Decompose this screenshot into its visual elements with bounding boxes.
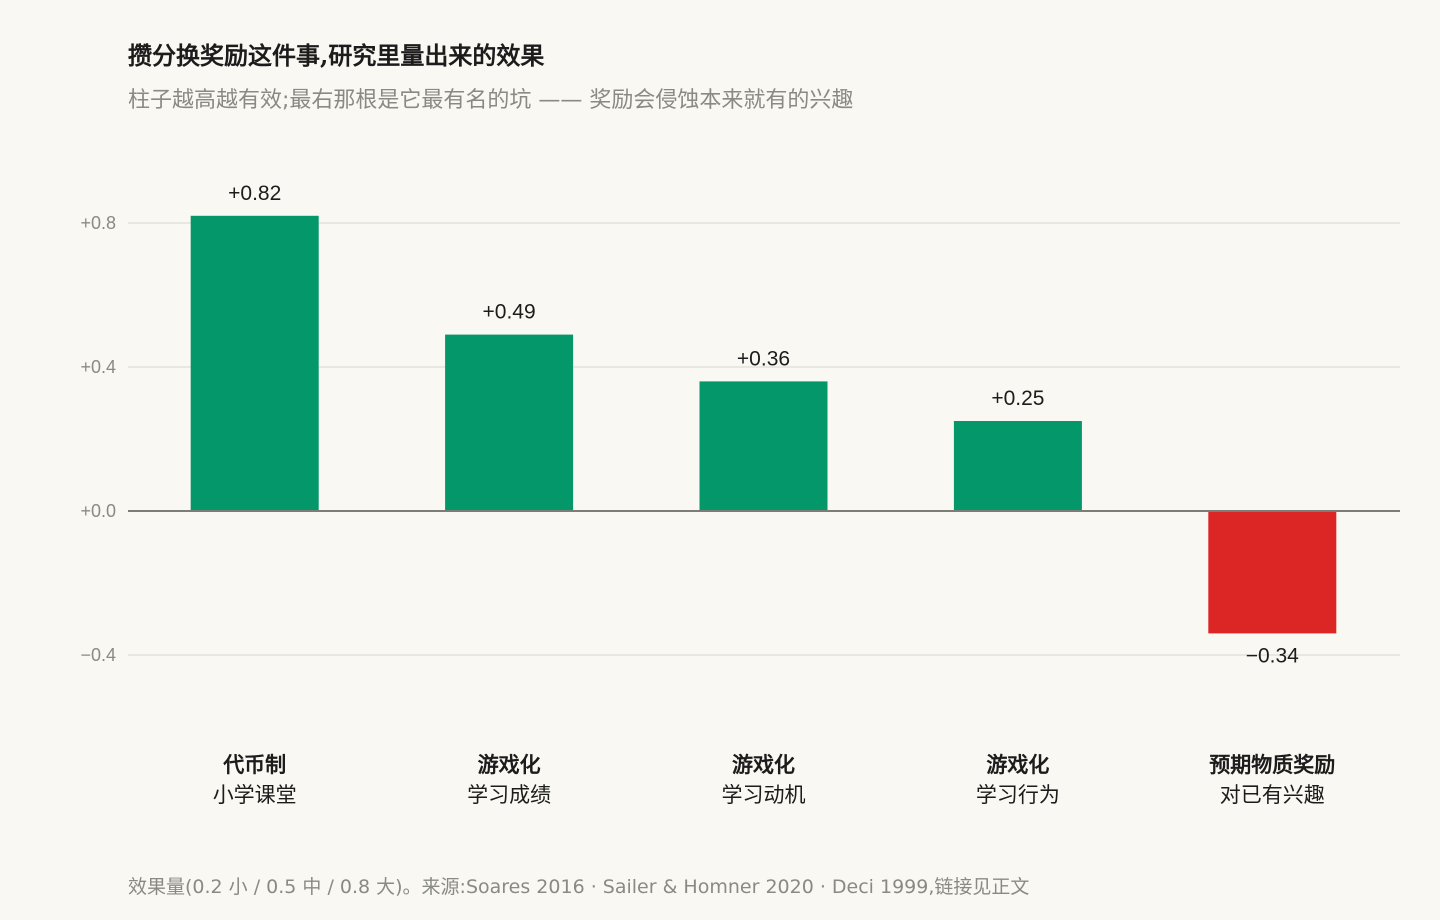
bar-value-label: +0.49	[483, 301, 536, 324]
bar	[1208, 511, 1337, 634]
chart-footnote: 效果量(0.2 小 / 0.5 中 / 0.8 大)。来源:Soares 201…	[128, 876, 1030, 898]
category-sublabel: 学习动机	[722, 783, 806, 807]
y-tick-label: +0.0	[80, 501, 116, 521]
category-label: 预期物质奖励	[1209, 753, 1335, 777]
bar-value-label: −0.34	[1246, 644, 1299, 667]
category-label: 代币制	[222, 753, 286, 777]
y-tick-label: +0.4	[80, 357, 116, 377]
bar-value-label: +0.82	[228, 182, 281, 205]
bar-value-label: +0.25	[991, 387, 1044, 410]
category-sublabel: 学习行为	[976, 783, 1060, 807]
bar	[699, 381, 828, 511]
chart-title: 攒分换奖励这件事,研究里量出来的效果	[128, 41, 545, 70]
bar-layer	[190, 215, 1337, 634]
y-tick-label: +0.8	[80, 213, 116, 233]
bar	[445, 334, 574, 511]
chart-subtitle: 柱子越高越有效;最右那根是它最有名的坑 —— 奖励会侵蚀本来就有的兴趣	[128, 88, 854, 113]
category-sublabel: 对已有兴趣	[1220, 783, 1325, 807]
grid-layer	[128, 222, 1400, 656]
category-label: 游戏化	[986, 753, 1049, 777]
bar	[953, 421, 1082, 511]
category-label: 游戏化	[732, 753, 795, 777]
category-sublabel: 小学课堂	[213, 783, 297, 807]
bar-value-label: +0.36	[737, 347, 790, 370]
bar	[190, 215, 319, 512]
category-label: 游戏化	[478, 753, 541, 777]
category-sublabel: 学习成绩	[467, 783, 551, 807]
y-tick-label: −0.4	[80, 645, 116, 665]
